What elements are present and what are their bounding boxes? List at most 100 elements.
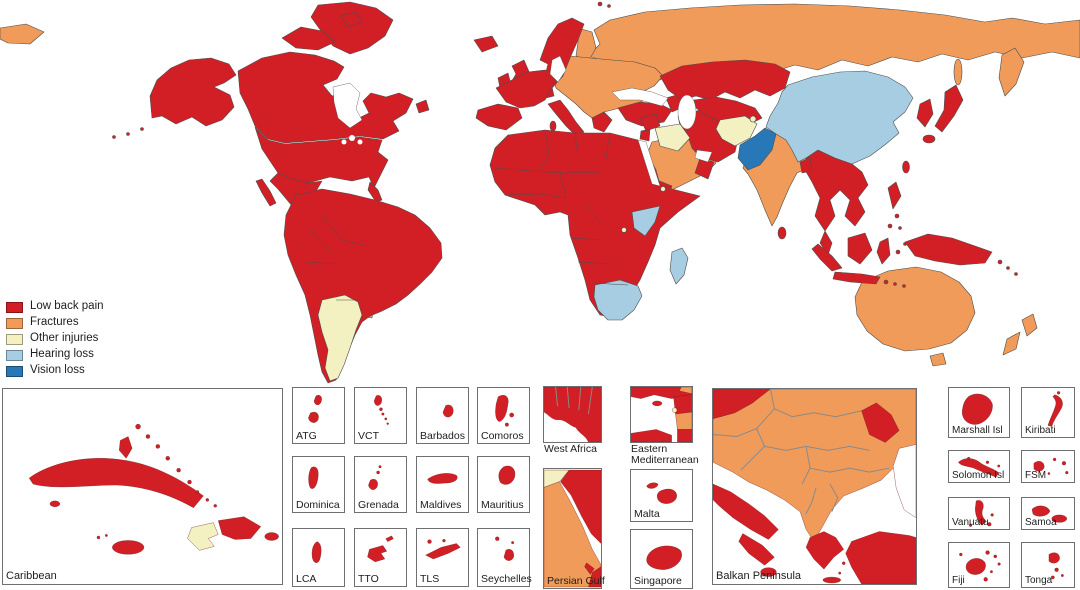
- baltic-sea: [549, 55, 567, 83]
- inset-singapore-label: Singapore: [634, 574, 682, 587]
- region-svalbard: [597, 1, 611, 8]
- balkan-moldova: [861, 402, 900, 443]
- inset-balkan: Balkan Peninsula: [712, 388, 917, 585]
- inset-tls: TLS: [416, 528, 469, 587]
- region-java: [832, 271, 881, 285]
- region-new-guinea: [904, 233, 993, 266]
- inset-samoa: Samoa: [1021, 497, 1075, 530]
- inset-lca-label: LCA: [296, 572, 317, 585]
- inset-vct-label: VCT: [358, 429, 379, 442]
- regions-hearing-loss: [593, 70, 914, 321]
- region-djibouti: [660, 186, 666, 192]
- inset-fsm-label: FSM: [1025, 469, 1047, 481]
- inset-vct: VCT: [354, 387, 407, 444]
- region-greece: [591, 111, 613, 133]
- legend-row-vision-loss: Vision loss: [6, 363, 104, 379]
- region-philippines-south: [887, 213, 902, 230]
- region-western-europe: [495, 69, 557, 109]
- map-legend: Low back pain Fractures Other injuries H…: [6, 299, 104, 379]
- inset-dominica-label: Dominica: [296, 498, 340, 511]
- inset-solomon-label: Solomon Isl: [952, 469, 1005, 481]
- legend-row-other-injuries: Other injuries: [6, 331, 104, 347]
- regions-other-injuries: [317, 115, 758, 382]
- region-sardinia: [549, 120, 557, 132]
- inset-caribbean-label: Caribbean: [6, 570, 57, 583]
- inset-singapore: Singapore: [630, 529, 693, 589]
- region-oman: [694, 157, 715, 180]
- region-south-africa: [593, 279, 643, 321]
- caribbean-puerto-rico: [264, 532, 279, 541]
- legend-label-fractures: Fractures: [30, 316, 79, 329]
- inset-malta: Malta: [630, 469, 693, 522]
- inset-persian-gulf: Persian Gulf: [543, 468, 605, 589]
- cyprus: [652, 400, 663, 406]
- region-borneo: [847, 232, 873, 265]
- region-italy: [547, 99, 585, 138]
- gulf-oman: [588, 566, 601, 588]
- region-turkey: [617, 101, 673, 127]
- inset-atg-label: ATG: [296, 429, 317, 442]
- caspian-sea: [677, 94, 697, 130]
- region-levant: [639, 113, 661, 142]
- hudson-bay: [332, 82, 363, 129]
- inset-tonga: Tonga: [1021, 542, 1075, 588]
- inset-atg: ATG: [292, 387, 345, 444]
- inset-vanuatu: Vanuatu: [948, 497, 1010, 530]
- red-sea: [637, 139, 661, 187]
- inset-comoros-label: Comoros: [481, 429, 524, 442]
- region-baja: [255, 178, 277, 207]
- inset-lca: LCA: [292, 528, 345, 587]
- inset-fiji-label: Fiji: [952, 574, 965, 586]
- region-iraq: [654, 123, 691, 152]
- region-sakhalin: [953, 58, 963, 86]
- inset-tto: TTO: [354, 528, 407, 587]
- inset-west-africa: West Africa: [543, 386, 602, 455]
- inset-barbados: Barbados: [416, 387, 469, 444]
- legend-row-hearing-loss: Hearing loss: [6, 347, 104, 363]
- region-iceland: [473, 35, 499, 53]
- region-chukotka-west: [0, 23, 45, 45]
- inset-balkan-label: Balkan Peninsula: [716, 570, 802, 583]
- region-sri-lanka: [777, 226, 787, 240]
- region-solomons: [997, 259, 1018, 276]
- inset-maldives-label: Maldives: [420, 498, 462, 511]
- inset-mauritius-label: Mauritius: [481, 498, 524, 511]
- great-lake-3: [341, 139, 347, 145]
- inset-samoa-label: Samoa: [1025, 516, 1057, 528]
- region-japan: [934, 84, 964, 133]
- inset-vanuatu-label: Vanuatu: [952, 516, 989, 528]
- legend-swatch-low-back-pain: [6, 301, 23, 313]
- inset-comoros: Comoros: [477, 387, 530, 444]
- balkan-crete: [822, 576, 841, 584]
- region-lesser-sunda: [883, 242, 907, 288]
- region-japan-south: [922, 134, 936, 144]
- region-tajikistan: [749, 115, 757, 123]
- world-map: [0, 1, 1080, 384]
- region-madagascar: [669, 247, 689, 285]
- regions-low-back-pain: [112, 1, 1018, 384]
- balkan-sicily: [760, 567, 777, 577]
- regions-fractures: [0, 3, 1080, 367]
- persian-gulf-sea: [694, 149, 713, 163]
- caribbean-dominican-republic: [218, 516, 262, 540]
- great-lake-2: [357, 139, 363, 145]
- region-philippines: [887, 181, 902, 210]
- region-taiwan: [902, 160, 910, 174]
- inset-west-africa-label: West Africa: [544, 443, 597, 455]
- region-alaska: [149, 57, 237, 127]
- inset-marshall-label: Marshall Isl: [952, 424, 1003, 436]
- inset-tto-label: TTO: [358, 572, 379, 585]
- inset-mauritius: Mauritius: [477, 456, 530, 513]
- region-kamchatka: [998, 47, 1025, 97]
- inset-barbados-label: Barbados: [420, 429, 465, 442]
- west-africa-land: [544, 387, 601, 442]
- great-lake-1: [349, 135, 355, 141]
- sea-overlays: [332, 55, 713, 187]
- region-aleutians: [112, 127, 144, 139]
- balkan-country-borders: [713, 389, 890, 514]
- gulf-iran: [560, 469, 601, 544]
- region-southeast-asia: [804, 149, 869, 232]
- region-iberia: [475, 103, 523, 131]
- legend-swatch-other-injuries: [6, 333, 23, 345]
